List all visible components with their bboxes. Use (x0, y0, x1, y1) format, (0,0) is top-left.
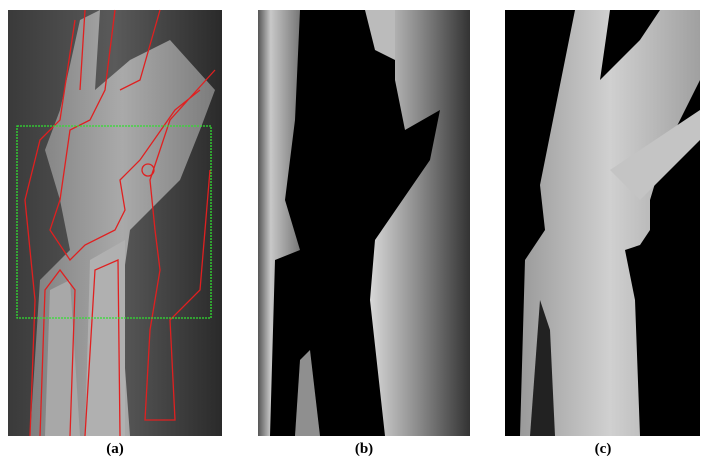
caption: (b) (355, 441, 373, 457)
panel-b (258, 10, 470, 436)
panel-a (8, 10, 222, 436)
caption: (c) (595, 441, 612, 457)
caption: (a) (106, 441, 124, 457)
panel-c (505, 10, 700, 436)
figure: (a) (b) (c) (0, 0, 706, 459)
